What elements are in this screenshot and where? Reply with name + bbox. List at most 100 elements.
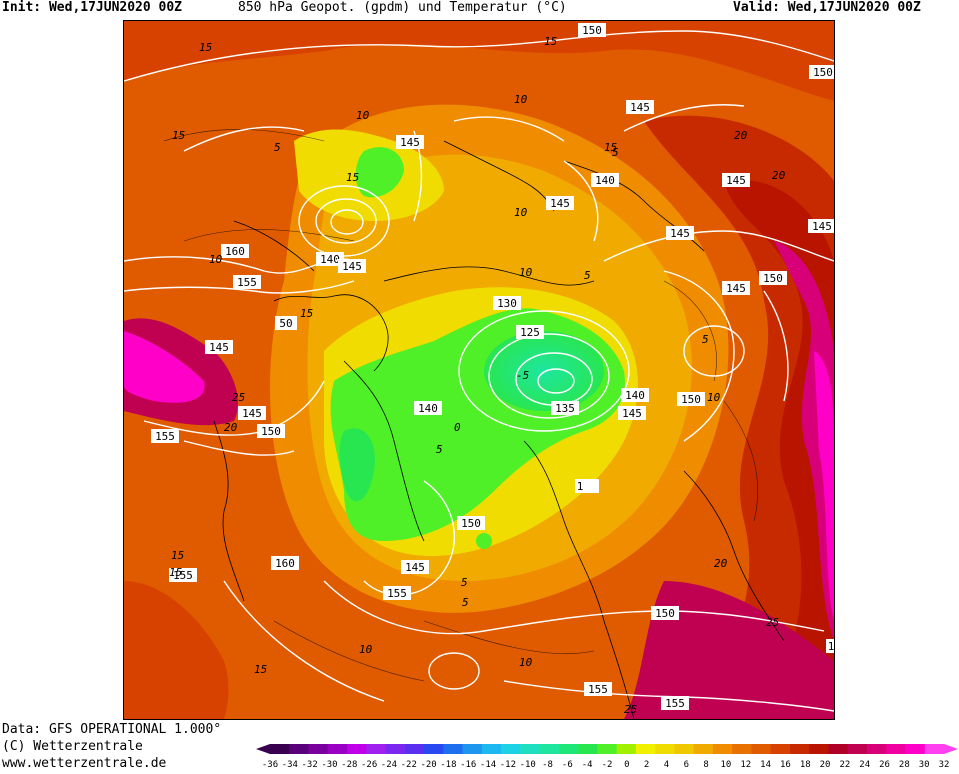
geo-label: 145 xyxy=(338,259,366,273)
geo-label: 155 xyxy=(151,429,179,443)
colorbar-swatch xyxy=(886,744,906,754)
temp-label: 15 xyxy=(346,171,359,184)
temp-label: 10 xyxy=(519,266,533,279)
temp-label: 5 xyxy=(462,596,469,609)
colorbar-swatch xyxy=(404,744,425,754)
colorbar-tick-label: -18 xyxy=(440,760,456,770)
geo-label-text: 155 xyxy=(155,430,175,443)
geo-label: 125 xyxy=(516,325,544,339)
geo-label: 145 xyxy=(626,100,654,114)
colorbar-tick-label: 8 xyxy=(703,760,708,770)
colorbar-tick-label: -34 xyxy=(282,760,298,770)
colorbar-tick-label: 20 xyxy=(820,760,831,770)
temp-label: 5 xyxy=(436,443,443,456)
colorbar-tick-label: -26 xyxy=(361,760,377,770)
cold-spot xyxy=(476,533,492,549)
geo-label: 150 xyxy=(457,516,485,530)
temp-label: 0 xyxy=(454,421,461,434)
weather-map: 150 150 145 145 140 145 145 145 145 150 … xyxy=(123,20,835,720)
hot-region-east xyxy=(724,179,834,719)
geo-label: 130 xyxy=(493,296,521,310)
geo-label-text: 145 xyxy=(405,561,425,574)
geo-label: 145 xyxy=(808,219,834,233)
colorbar-swatch xyxy=(597,744,618,754)
colorbar-tick-label: -24 xyxy=(381,760,397,770)
init-time-label: Init: Wed,17JUN2020 00Z xyxy=(2,0,183,15)
colorbar-swatch xyxy=(520,744,541,754)
warm-region-east xyxy=(644,115,834,719)
geo-label-text: 155 xyxy=(387,587,407,600)
colorbar-tick-label: 14 xyxy=(760,760,771,770)
geo-label: 155 xyxy=(383,586,411,600)
temp-label: 5 xyxy=(274,141,281,154)
colorbar-tick-label: -28 xyxy=(341,760,357,770)
geo-label-text: 145 xyxy=(400,136,420,149)
colorbar-tick-label: -16 xyxy=(460,760,476,770)
colorbar-swatch xyxy=(443,744,464,754)
temp-label: 15 xyxy=(169,566,182,579)
geo-label-text: 145 xyxy=(726,174,746,187)
geo-label-text: 140 xyxy=(418,402,438,415)
geo-label: 150 xyxy=(257,424,285,438)
geo-label: 160 xyxy=(271,556,299,570)
geo-label: 150 xyxy=(677,392,705,406)
temp-label: 5 xyxy=(612,146,619,159)
geo-label: 145 xyxy=(205,340,233,354)
geopotential-labels: 150 150 145 145 140 145 145 145 145 150 … xyxy=(151,23,834,710)
colorbar-tick-label: 2 xyxy=(644,760,649,770)
geo-label-text: 150 xyxy=(763,272,783,285)
temp-label: 15 xyxy=(172,129,185,142)
colorbar-tick-label: -14 xyxy=(480,760,496,770)
geo-label: 140 xyxy=(414,401,442,415)
temp-label: 10 xyxy=(514,206,528,219)
colorbar-tick-label: 12 xyxy=(740,760,751,770)
copyright-label: (C) Wetterzentrale xyxy=(2,739,143,754)
geo-label: 160 xyxy=(221,244,249,258)
geo-label-text: 155 xyxy=(173,569,193,582)
geo-label: 155 xyxy=(584,682,612,696)
temp-label: 5 xyxy=(702,333,709,346)
geo-label-text: 145 xyxy=(342,260,362,273)
colorbar-swatch xyxy=(481,744,502,754)
colorbar-swatch xyxy=(270,744,290,754)
temp-label: 5 xyxy=(584,269,591,282)
geo-label: 140 xyxy=(591,173,619,187)
colorbar-tick-label: 10 xyxy=(721,760,732,770)
colorbar-swatch xyxy=(674,744,695,754)
geo-label-text: 140 xyxy=(595,174,615,187)
website-label: www.wetterzentrale.de xyxy=(2,756,167,771)
geo-label-text: 130 xyxy=(497,297,517,310)
hot-core-east xyxy=(774,241,834,641)
geo-label: 150 xyxy=(809,65,834,79)
colorbar-tick-label: -32 xyxy=(302,760,318,770)
geo-label: 155 xyxy=(233,275,261,289)
temperature-colorbar: -36 -34 -32 -30 -28 -26 -24 -22 -20 -18 -16 -14 -12-… xyxy=(256,742,958,770)
colorbar-swatch xyxy=(327,744,348,754)
geo-label-text: 160 xyxy=(275,557,295,570)
colorbar-tick-label: 30 xyxy=(919,760,930,770)
colorbar-swatch xyxy=(501,744,521,754)
cold-pool-greenland xyxy=(339,428,375,502)
colorbar-swatch xyxy=(828,744,849,754)
valid-time-label: Valid: Wed,17JUN2020 00Z xyxy=(733,0,921,15)
warm-region-southwest xyxy=(124,581,229,719)
colorbar-tick-label: -4 xyxy=(582,760,593,770)
temp-label: 20 xyxy=(734,129,748,142)
temp-label: 15 xyxy=(254,663,267,676)
geo-label-text: 150 xyxy=(681,393,701,406)
colorbar-swatch xyxy=(712,744,733,754)
colorbar-swatch xyxy=(789,744,810,754)
colorbar-tick-label: 0 xyxy=(624,760,629,770)
geo-label: 145 xyxy=(618,406,646,420)
colorbar-swatch xyxy=(578,744,598,754)
colorbar-swatch xyxy=(366,744,387,754)
geo-label-text: 145 xyxy=(670,227,690,240)
temp-label: 10 xyxy=(707,391,721,404)
colorbar-tick-label: -6 xyxy=(562,760,573,770)
colorbar-tick-label: 26 xyxy=(879,760,890,770)
geo-label-text: 155 xyxy=(665,697,685,710)
geo-label: 145 xyxy=(722,173,750,187)
colorbar-tick-label: 24 xyxy=(859,760,870,770)
temp-label: 20 xyxy=(772,169,786,182)
colorbar-tick-label: 28 xyxy=(899,760,910,770)
